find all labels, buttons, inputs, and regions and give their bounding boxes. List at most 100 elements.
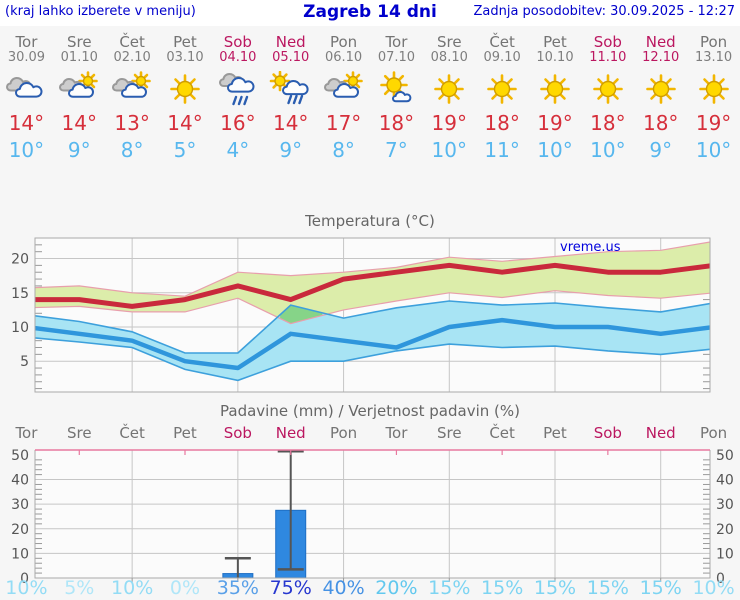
day-column[interactable]: Pet 03.10 14° 5°	[159, 26, 212, 164]
high-temperature: 19°	[695, 111, 732, 135]
day-column[interactable]: Pet 10.10 19° 10°	[529, 26, 582, 164]
day-date: 06.10	[324, 50, 363, 65]
sunny-icon	[593, 74, 623, 104]
precip-probability: 10%	[111, 577, 154, 599]
temp-plot-border	[34, 237, 711, 393]
precip-probability: 15%	[639, 577, 682, 599]
precipitation-chart: 0 10 20 30 40 50 0 10 20 30 40 50	[11, 448, 734, 587]
temp-y-axis-labels: 5 10 15 20	[11, 252, 29, 371]
svg-text:50: 50	[11, 448, 29, 464]
precip-day-label: Čet	[119, 424, 145, 442]
low-temperature: 9°	[649, 138, 673, 162]
day-column[interactable]: Ned 12.10 18° 9°	[634, 26, 687, 164]
precip-y-labels-right: 0 10 20 30 40 50	[716, 448, 734, 587]
sun-rain-icon	[264, 70, 317, 108]
high-temperature: 14°	[61, 111, 97, 135]
precip-day-label: Pet	[543, 424, 567, 442]
high-temperature: 14°	[272, 111, 309, 135]
sunny-icon	[159, 70, 212, 108]
precip-day-label: Sob	[223, 424, 252, 442]
day-column[interactable]: Tor 07.10 18° 7°	[370, 26, 423, 164]
low-temperature: 7°	[385, 138, 408, 162]
precip-probability: 20%	[375, 577, 418, 599]
precip-day-label: Ned	[275, 424, 306, 442]
day-column[interactable]: Čet 09.10 18° 11°	[476, 26, 529, 164]
day-column[interactable]: Sob 04.10 16° 4°	[211, 26, 264, 164]
rain-icon	[211, 70, 264, 108]
svg-text:40: 40	[11, 473, 29, 489]
svg-text:5: 5	[20, 354, 29, 370]
precip-day-label: Pon	[699, 424, 728, 442]
precip-day-labels-row: Tor Sre Čet Pet Sob Ned Pon Tor Sre Čet Pet Sob Ned P…	[0, 424, 740, 442]
low-temperature: 9°	[279, 138, 303, 162]
day-date: 09.10	[483, 50, 521, 65]
precip-day-label: Sre	[66, 424, 92, 442]
high-temperature: 18°	[590, 111, 626, 135]
precip-day-label: Tor	[385, 424, 408, 442]
precip-probability: 5%	[64, 577, 95, 599]
precip-gridlines	[35, 450, 710, 578]
day-name: Pet	[173, 33, 197, 51]
precip-day-label: Sob	[593, 424, 622, 442]
svg-text:20: 20	[11, 522, 29, 538]
mostly-sunny-icon	[380, 71, 412, 103]
sun-rain-icon	[269, 71, 309, 105]
precip-day-label: Ned	[645, 424, 676, 442]
sunny-icon	[434, 74, 465, 104]
day-date: 30.09	[7, 50, 46, 65]
day-column[interactable]: Sre 01.10 14° 9°	[53, 26, 106, 164]
sun-cloud-icon	[53, 70, 106, 108]
precip-probability: 15%	[481, 577, 524, 599]
precip-probability: 10%	[692, 577, 735, 599]
sunny-icon	[487, 74, 517, 104]
day-name: Pet	[543, 33, 567, 51]
day-name: Sob	[593, 33, 622, 51]
temp-max-line	[35, 262, 710, 309]
precip-probability: 15%	[428, 577, 471, 599]
temperature-chart: 5 10 15 20 vreme.us	[11, 237, 711, 393]
svg-text:0: 0	[716, 571, 725, 587]
svg-text:10: 10	[11, 546, 29, 562]
sunny-icon	[634, 70, 687, 108]
day-column[interactable]: Tor 30.09 14° 10°	[0, 26, 53, 164]
day-date: 12.10	[642, 50, 680, 65]
day-column[interactable]: Sob 11.10 18° 10°	[581, 26, 634, 164]
high-temperature: 19°	[537, 111, 573, 135]
low-temperature: 8°	[332, 138, 355, 162]
sunny-icon	[476, 70, 529, 108]
svg-text:40: 40	[716, 473, 734, 489]
day-name: Pon	[329, 33, 358, 51]
low-temperature: 10°	[537, 138, 573, 162]
sunny-icon	[581, 70, 634, 108]
day-column[interactable]: Ned 05.10 14° 9°	[264, 26, 317, 164]
day-column[interactable]: Čet 02.10 13° 8°	[106, 26, 159, 164]
day-date: 02.10	[113, 50, 151, 65]
day-date: 01.10	[60, 50, 98, 65]
precip-probability: 15%	[533, 577, 577, 599]
day-column[interactable]: Pon 13.10 19° 10°	[687, 26, 740, 164]
day-date: 03.10	[166, 50, 204, 65]
low-temperature: 9°	[67, 138, 91, 162]
header-bar: (kraj lahko izberete v meniju) Zagreb 14…	[0, 0, 740, 26]
mostly-sunny-icon	[370, 70, 423, 108]
precip-probability: 15%	[586, 577, 629, 599]
day-column[interactable]: Sre 08.10 19° 10°	[423, 26, 476, 164]
sunny-icon	[540, 74, 570, 104]
svg-text:50: 50	[716, 448, 734, 464]
day-column[interactable]: Pon 06.10 17° 8°	[317, 26, 370, 164]
svg-text:30: 30	[11, 497, 29, 513]
svg-text:20: 20	[716, 522, 734, 538]
day-name: Sre	[436, 33, 462, 51]
precip-probability: 0%	[169, 577, 201, 599]
svg-text:15: 15	[11, 286, 29, 302]
day-date: 11.10	[589, 50, 627, 65]
day-name: Čet	[119, 33, 145, 51]
low-temperature: 4°	[226, 138, 250, 162]
last-update-text: Zadnja posodobitev: 30.09.2025 - 12:27	[473, 4, 735, 19]
forecast-strip: Tor 30.09 14° 10° Sre 01.10 14° 9° Čet 0…	[0, 26, 740, 164]
day-name: Čet	[489, 33, 515, 51]
cloudy-icon	[6, 77, 43, 98]
sunny-icon	[645, 74, 676, 104]
day-date: 07.10	[377, 50, 416, 65]
